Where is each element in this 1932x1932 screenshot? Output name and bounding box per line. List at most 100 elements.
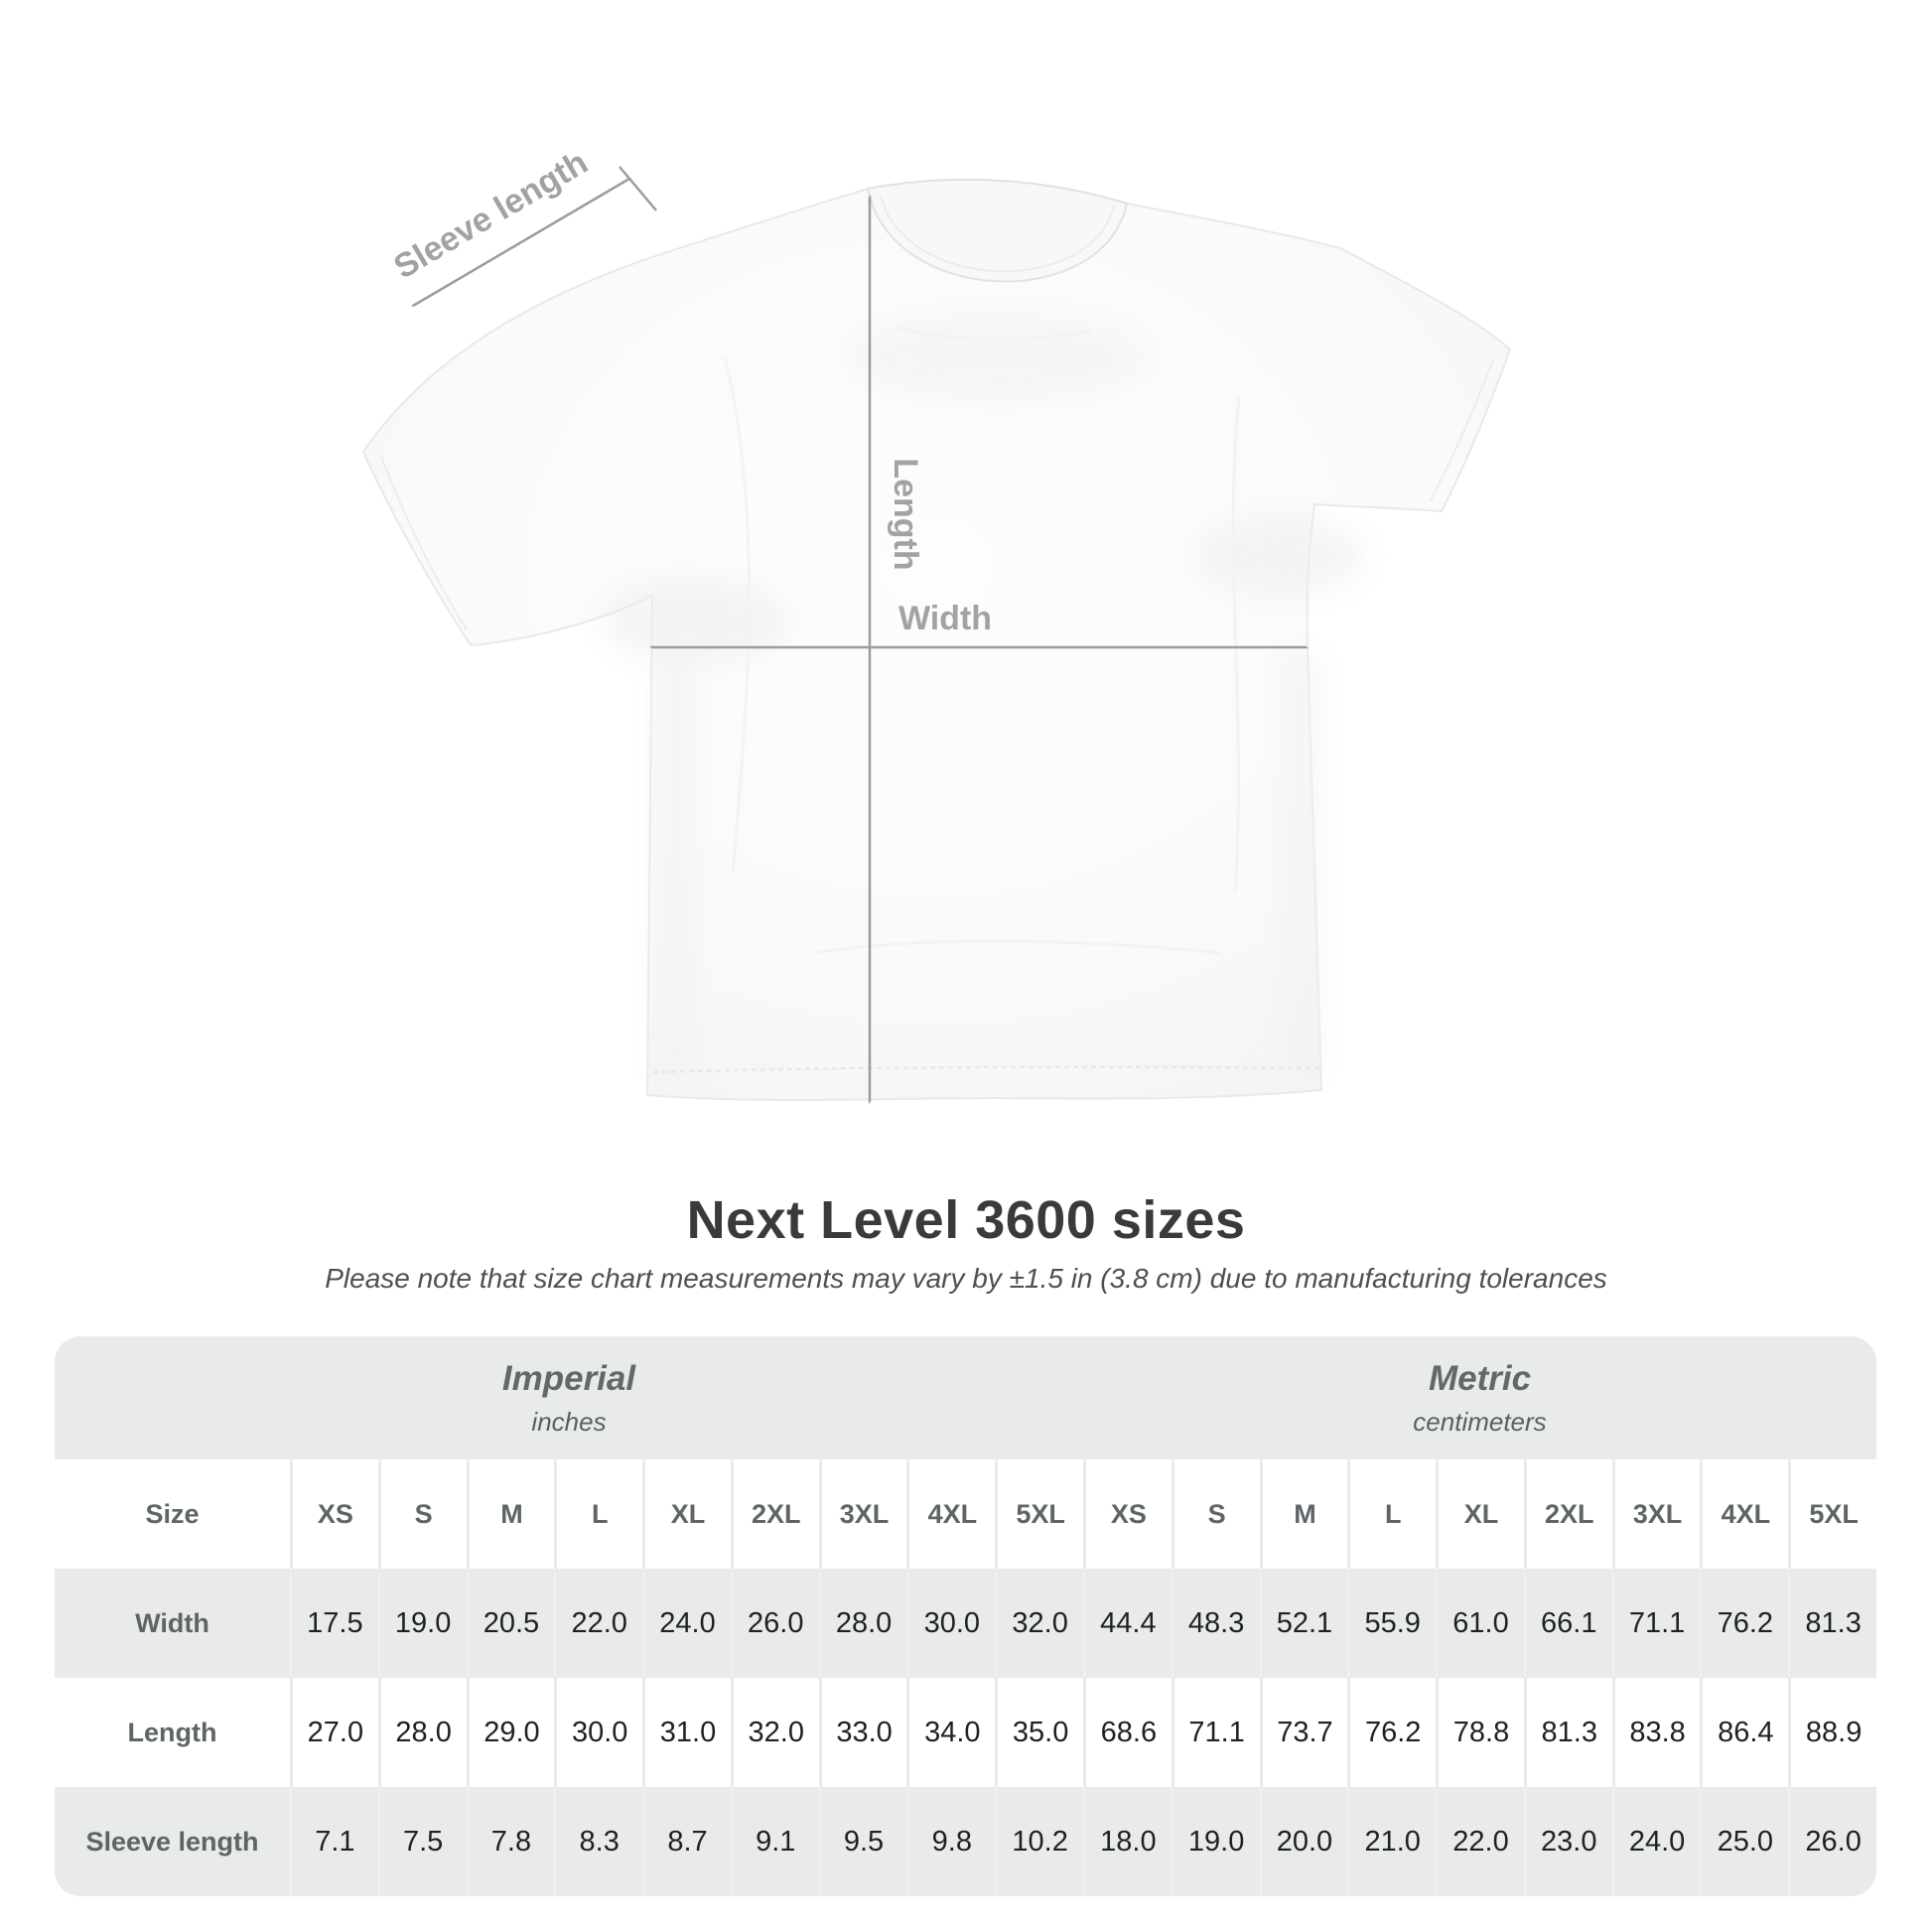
- size-table-rows: Size XS S M L XL 2XL 3XL 4XL 5XL XS S M L XL 2XL 3XL 4XL 5…: [55, 1459, 1876, 1896]
- size-column-header: M: [466, 1459, 555, 1569]
- value-cell: 52.1: [1259, 1569, 1348, 1678]
- value-cell: 19.0: [1171, 1787, 1260, 1896]
- tshirt-illustration: [361, 178, 1512, 1101]
- value-cell: 9.5: [818, 1787, 907, 1896]
- metric-group-unit: centimeters: [1413, 1406, 1547, 1437]
- value-cell: 27.0: [290, 1678, 378, 1787]
- length-label: Length: [887, 458, 924, 570]
- sleeve-length-arrow: [413, 179, 629, 306]
- sleeve-shoulder-tick: [619, 166, 657, 211]
- value-cell: 68.6: [1083, 1678, 1172, 1787]
- value-cell: 28.0: [818, 1569, 907, 1678]
- value-cell: 26.0: [730, 1569, 819, 1678]
- value-cell: 10.2: [995, 1787, 1083, 1896]
- value-cell: 22.0: [1436, 1787, 1524, 1896]
- size-column-header: XL: [642, 1459, 731, 1569]
- width-label: Width: [898, 600, 992, 637]
- value-cell: 66.1: [1523, 1569, 1612, 1678]
- value-cell: 73.7: [1259, 1678, 1348, 1787]
- value-cell: 17.5: [290, 1569, 378, 1678]
- value-cell: 8.7: [642, 1787, 731, 1896]
- value-cell: 7.1: [290, 1787, 378, 1896]
- value-cell: 7.5: [377, 1787, 467, 1896]
- value-cell: 28.0: [377, 1678, 467, 1787]
- value-cell: 88.9: [1788, 1678, 1876, 1787]
- tolerance-note: Please note that size chart measurements…: [325, 1263, 1607, 1294]
- table-row: Width 17.5 19.0 20.5 22.0 24.0 26.0 28.0 30.0 32.…: [55, 1569, 1876, 1678]
- size-column-header: XL: [1436, 1459, 1524, 1569]
- value-cell: 78.8: [1436, 1678, 1524, 1787]
- value-cell: 71.1: [1171, 1678, 1260, 1787]
- value-cell: 25.0: [1700, 1787, 1788, 1896]
- row-label: Sleeve length: [85, 1826, 259, 1857]
- value-cell: 32.0: [730, 1678, 819, 1787]
- value-cell: 83.8: [1611, 1678, 1701, 1787]
- left-sleeve-seam: [380, 456, 468, 630]
- value-cell: 18.0: [1083, 1787, 1172, 1896]
- row-label: Length: [55, 1678, 290, 1787]
- tshirt-collar-seam: [880, 194, 1115, 273]
- size-column-header: 2XL: [730, 1459, 819, 1569]
- size-column-header: M: [1259, 1459, 1348, 1569]
- value-cell: 61.0: [1436, 1569, 1524, 1678]
- value-cell: 86.4: [1700, 1678, 1789, 1787]
- value-cell: 32.0: [995, 1569, 1083, 1678]
- value-cell: 30.0: [906, 1569, 995, 1678]
- value-cell: 33.0: [818, 1678, 907, 1787]
- size-corner-label: Size: [55, 1459, 290, 1569]
- size-column-header: 5XL: [995, 1459, 1083, 1569]
- size-table: Imperial inches Metric centimeters Size X…: [55, 1336, 1876, 1896]
- value-cell: 71.1: [1611, 1569, 1701, 1678]
- value-cell: 26.0: [1788, 1787, 1876, 1896]
- value-cell: 35.0: [995, 1678, 1083, 1787]
- sleeve-length-label: Sleeve length: [387, 144, 594, 287]
- value-cell: 7.8: [466, 1787, 555, 1896]
- size-column-header: 2XL: [1523, 1459, 1612, 1569]
- size-column-header: XS: [290, 1459, 378, 1569]
- value-cell: 76.2: [1700, 1569, 1788, 1678]
- imperial-group-header: Imperial inches: [55, 1336, 1083, 1459]
- metric-group-name: Metric: [1428, 1358, 1532, 1398]
- value-cell: 31.0: [642, 1678, 731, 1787]
- value-cell: 55.9: [1347, 1569, 1436, 1678]
- unit-group-row: Imperial inches Metric centimeters: [55, 1336, 1876, 1459]
- size-column-header: L: [1347, 1459, 1437, 1569]
- size-column-header: 5XL: [1788, 1459, 1876, 1569]
- metric-group-header: Metric centimeters: [1083, 1336, 1876, 1459]
- value-cell: 76.2: [1347, 1678, 1437, 1787]
- value-cell: 48.3: [1171, 1569, 1260, 1678]
- right-sleeve-seam: [1429, 358, 1494, 502]
- table-row: Length 27.0 28.0 29.0 30.0 31.0 32.0 33.0 34.0 35…: [55, 1678, 1876, 1787]
- page-title: Next Level 3600 sizes: [686, 1190, 1246, 1250]
- value-cell: 34.0: [906, 1678, 996, 1787]
- measurement-lines: [413, 166, 1307, 1102]
- value-cell: 22.0: [554, 1569, 642, 1678]
- value-cell: 20.5: [466, 1569, 555, 1678]
- imperial-group-name: Imperial: [501, 1358, 636, 1398]
- value-cell: 81.3: [1523, 1678, 1612, 1787]
- value-cell: 44.4: [1083, 1569, 1172, 1678]
- table-header-row: Size XS S M L XL 2XL 3XL 4XL 5XL XS S M L XL 2XL 3XL 4XL 5…: [55, 1459, 1876, 1569]
- value-cell: 9.8: [906, 1787, 995, 1896]
- size-column-header: 4XL: [906, 1459, 996, 1569]
- value-cell: 19.0: [377, 1569, 467, 1678]
- value-cell: 24.0: [1611, 1787, 1701, 1896]
- value-cell: 24.0: [642, 1569, 731, 1678]
- hem-stitch: [652, 1065, 1321, 1074]
- tshirt-measurement-diagram: Sleeve length Length Width: [361, 144, 1512, 1241]
- value-cell: 9.1: [730, 1787, 819, 1896]
- value-cell: 81.3: [1788, 1569, 1876, 1678]
- value-cell: 30.0: [554, 1678, 643, 1787]
- size-column-header: L: [554, 1459, 643, 1569]
- row-label: Width: [135, 1607, 209, 1638]
- value-cell: 23.0: [1523, 1787, 1612, 1896]
- value-cell: 29.0: [466, 1678, 555, 1787]
- imperial-group-unit: inches: [531, 1406, 607, 1437]
- tshirt-shading: [601, 313, 1365, 1072]
- size-column-header: XS: [1083, 1459, 1172, 1569]
- table-row: Sleeve length 7.1 7.5 7.8 8.3 8.7 9.1 9.5 9.8 10.…: [55, 1787, 1876, 1896]
- size-column-header: 3XL: [1611, 1459, 1701, 1569]
- value-cell: 21.0: [1347, 1787, 1436, 1896]
- size-column-header: 4XL: [1700, 1459, 1789, 1569]
